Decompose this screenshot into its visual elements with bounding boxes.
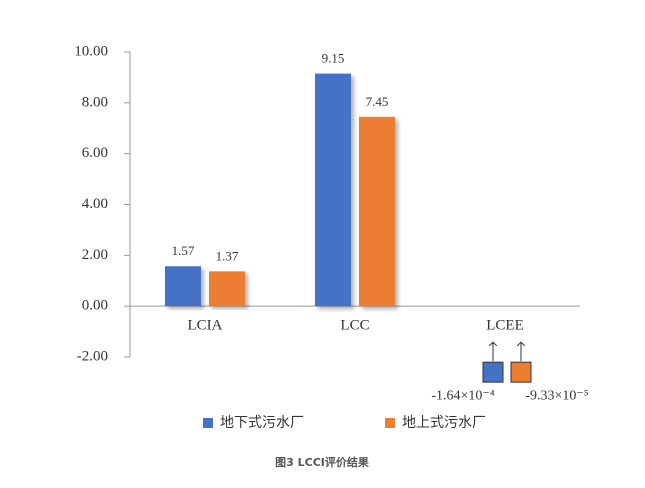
value-label: 9.15 (322, 51, 345, 66)
value-label: 7.45 (366, 94, 389, 109)
y-tick-label: 6.00 (82, 145, 108, 161)
value-label: -9.33×10⁻⁵ (525, 388, 588, 403)
value-label: 1.37 (216, 248, 239, 263)
value-label: -1.64×10⁻⁴ (431, 388, 494, 403)
x-tick-label: LCIA (188, 318, 223, 334)
bar-callout (510, 361, 532, 383)
bar (359, 116, 395, 307)
x-tick-label: LCEE (486, 318, 524, 334)
y-tick-label: 4.00 (82, 196, 108, 212)
legend-swatch (385, 418, 395, 428)
bar (165, 266, 201, 307)
legend-label: 地下式污水厂 (220, 415, 304, 431)
y-tick-label: 8.00 (82, 94, 108, 110)
y-tick-label: -2.00 (77, 348, 108, 364)
bar (209, 271, 245, 307)
legend-swatch (203, 418, 213, 428)
bar (315, 73, 351, 307)
x-tick-label: LCC (340, 318, 369, 334)
chart-caption: 图3 LCCI评价结果 (275, 455, 369, 469)
y-tick-label: 0.00 (82, 298, 108, 314)
legend-label: 地上式污水厂 (402, 415, 486, 431)
bar-callout (482, 361, 504, 383)
value-label: 1.57 (172, 243, 195, 258)
y-tick-label: 10.00 (74, 43, 108, 59)
y-tick-label: 2.00 (82, 247, 108, 263)
